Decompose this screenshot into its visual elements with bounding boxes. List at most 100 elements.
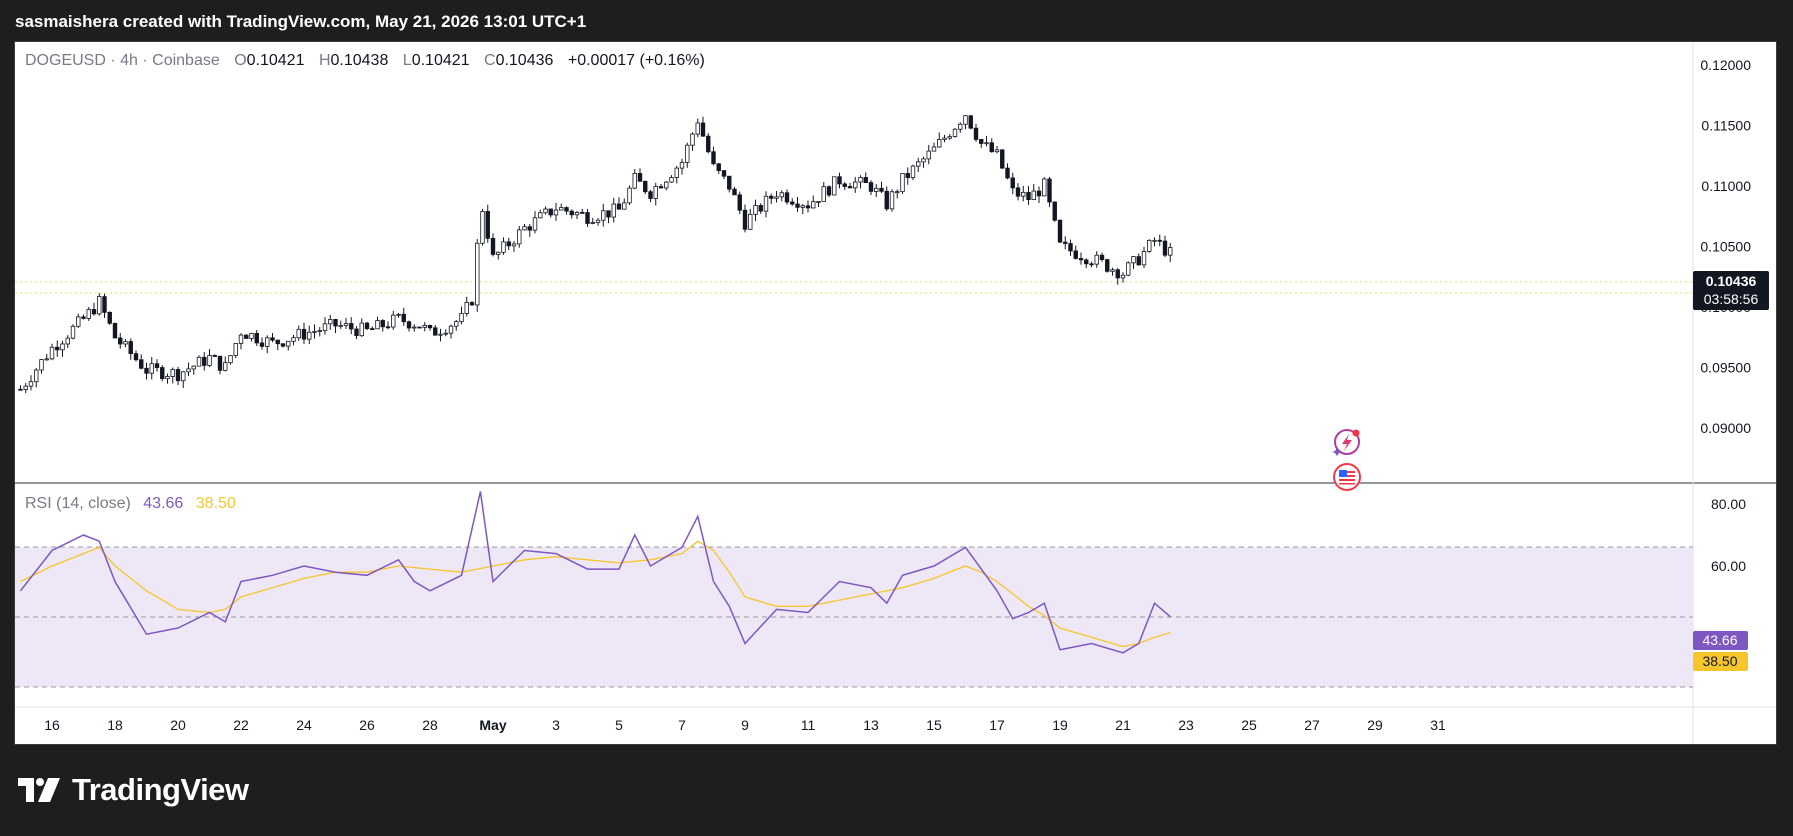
candle-body: [1157, 239, 1162, 242]
candle-body: [1152, 239, 1157, 242]
candle-body: [1005, 167, 1010, 179]
candle-body: [847, 186, 853, 189]
price-tick-label: 0.09000: [1700, 420, 1751, 436]
rsi-legend[interactable]: RSI (14, close) 43.66 38.50: [25, 495, 236, 512]
candle-body: [60, 343, 65, 351]
candle-body: [1021, 192, 1026, 197]
candle-body: [349, 323, 354, 330]
time-tick-label: May: [479, 717, 506, 733]
candle-body: [632, 173, 637, 189]
candle-body: [1063, 241, 1068, 244]
candle-body: [259, 342, 265, 347]
candle-body: [433, 327, 438, 336]
candle-body: [763, 195, 769, 212]
price-axis[interactable]: 0.120000.115000.110000.105000.100000.095…: [1700, 57, 1751, 436]
candle-body: [506, 241, 511, 247]
candle-body: [139, 359, 144, 369]
candle-body: [674, 167, 679, 178]
us-flag-event-icon[interactable]: [1333, 463, 1361, 491]
chart-svg[interactable]: 0.120000.115000.110000.105000.100000.095…: [15, 42, 1776, 744]
price-badge: 0.10436 03:58:56: [1693, 271, 1769, 310]
candles[interactable]: [18, 114, 1173, 394]
candle-body: [160, 367, 165, 380]
candle-body: [228, 355, 233, 364]
candle-body: [511, 243, 517, 247]
candle-body: [23, 385, 28, 390]
candle-body: [538, 212, 543, 219]
candle-body: [34, 369, 39, 383]
price-badge-countdown: 03:58:56: [1704, 291, 1759, 307]
candle-body: [1136, 256, 1141, 266]
candle-body: [406, 321, 412, 329]
candle-body: [553, 209, 559, 216]
candle-body: [1047, 178, 1052, 203]
candle-body: [748, 213, 753, 230]
lightning-event-icon[interactable]: [1332, 429, 1360, 457]
candle-body: [837, 176, 842, 185]
time-tick-label: 17: [989, 717, 1005, 733]
candle-body: [270, 337, 275, 341]
candle-body: [679, 161, 685, 169]
candle-body: [716, 163, 721, 171]
candle-body: [469, 302, 475, 306]
candle-body: [580, 212, 585, 214]
price-pane[interactable]: [15, 42, 1693, 483]
candle-body: [291, 337, 296, 342]
candle-body: [611, 203, 616, 218]
candle-body: [338, 324, 343, 327]
tradingview-brand: TradingView: [72, 772, 249, 807]
candle-body: [359, 322, 364, 337]
candle-body: [942, 137, 947, 140]
candle-body: [868, 182, 874, 192]
candle-body: [417, 326, 422, 329]
candle-body: [863, 177, 868, 183]
candle-body: [931, 146, 937, 152]
candle-body: [343, 323, 349, 326]
candle-body: [601, 210, 606, 221]
rsi-tick-label: 80.00: [1711, 496, 1746, 512]
candle-body: [842, 183, 847, 187]
rsi-axis[interactable]: 80.00 60.00: [1711, 496, 1746, 574]
chart-caption: sasmaishera created with TradingView.com…: [15, 12, 587, 31]
candle-body: [590, 222, 595, 224]
candle-body: [643, 180, 648, 193]
time-tick-label: 3: [552, 717, 560, 733]
candle-body: [926, 150, 931, 160]
candle-body: [91, 309, 97, 315]
candle-body: [1057, 219, 1063, 243]
price-tick-label: 0.10500: [1700, 239, 1751, 255]
candle-body: [559, 207, 564, 211]
candle-body: [1015, 187, 1021, 197]
time-axis[interactable]: 16 18 20 22 24 26 28 May 3 5 7 9 11 13 15 17 19 21 23 25 27 2…: [44, 717, 1446, 733]
candle-body: [690, 133, 695, 146]
candle-body: [532, 217, 538, 231]
candle-body: [427, 325, 433, 329]
candle-body: [44, 358, 49, 361]
candle-body: [312, 331, 317, 333]
candle-body: [884, 190, 889, 210]
candle-body: [811, 201, 816, 209]
candle-body: [858, 177, 863, 183]
candle-body: [800, 205, 805, 208]
candle-body: [354, 328, 359, 337]
candle-body: [70, 325, 76, 339]
time-tick-label: 13: [863, 717, 879, 733]
candle-body: [1000, 149, 1005, 169]
candle-body: [517, 229, 522, 245]
candle-body: [165, 376, 170, 380]
candle-body: [543, 208, 548, 214]
candle-body: [364, 322, 370, 330]
candle-body: [275, 339, 280, 345]
time-tick-label: 7: [678, 717, 686, 733]
symbol-legend[interactable]: DOGEUSD · 4h · Coinbase O0.10421 H0.1043…: [25, 52, 705, 69]
time-tick-label: 21: [1115, 717, 1131, 733]
time-tick-label: 29: [1367, 717, 1383, 733]
rsi-value-badge: 43.66: [1693, 631, 1748, 650]
candle-body: [648, 191, 653, 199]
candle-body: [233, 343, 238, 356]
candle-body: [1026, 192, 1031, 201]
candle-body: [769, 195, 774, 199]
candle-body: [170, 369, 175, 377]
candle-body: [1036, 190, 1042, 197]
price-badge-value: 0.10436: [1706, 273, 1757, 289]
